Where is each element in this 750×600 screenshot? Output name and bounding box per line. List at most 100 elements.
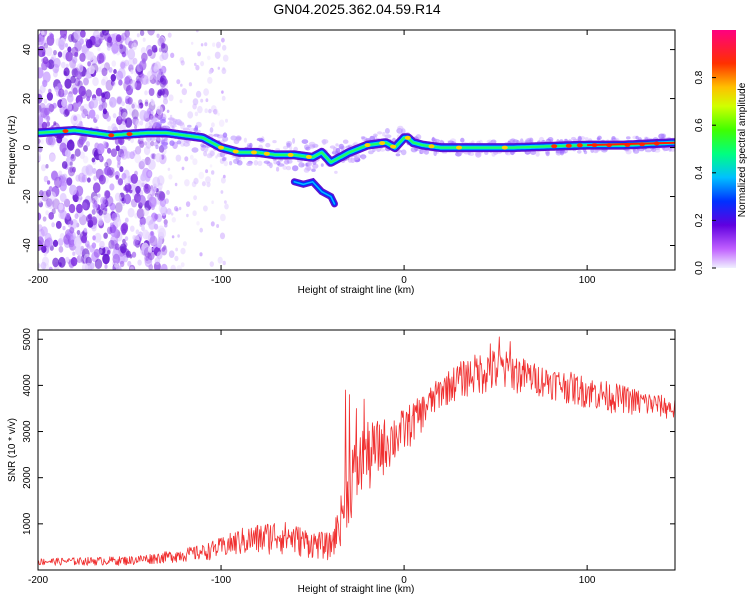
- ridge-hotspot: [428, 144, 435, 149]
- noise-speck: [118, 79, 123, 86]
- ridge-halo: [222, 136, 229, 142]
- spectrogram-ridge: [38, 125, 675, 208]
- noise-speck: [93, 42, 97, 47]
- noise-speck: [141, 74, 149, 85]
- noise-speck: [148, 88, 155, 96]
- ridge-halo: [382, 131, 386, 137]
- noise-speck: [134, 80, 142, 91]
- noise-speck: [130, 69, 134, 75]
- ridge-halo: [292, 137, 296, 144]
- ridge-halo: [420, 149, 426, 154]
- ridge-halo: [360, 136, 366, 140]
- noise-speck: [38, 212, 42, 221]
- ridge-halo: [164, 136, 168, 141]
- noise-speck: [95, 87, 103, 97]
- noise-speck: [59, 142, 67, 153]
- colorbar-tick-label: 0.0: [694, 261, 705, 275]
- noise-speck: [82, 202, 88, 210]
- noise-speck: [61, 161, 68, 169]
- noise-speck: [181, 166, 185, 171]
- ridge-halo: [350, 157, 356, 163]
- ridge-halo: [284, 159, 290, 165]
- ridge-halo: [512, 139, 519, 145]
- noise-speck: [103, 232, 108, 239]
- noise-speck: [127, 48, 136, 60]
- noise-speck: [111, 60, 117, 67]
- y-tick-label: 2000: [22, 466, 33, 489]
- ridge-halo: [342, 139, 349, 144]
- ridge-halo: [308, 141, 316, 147]
- noise-speck: [198, 171, 205, 180]
- noise-speck: [225, 118, 228, 123]
- ridge-halo: [653, 148, 661, 153]
- noise-speck: [162, 52, 166, 56]
- noise-speck: [82, 155, 89, 164]
- ridge-hotspot: [218, 145, 224, 150]
- noise-speck: [171, 235, 175, 239]
- noise-speck: [157, 182, 163, 191]
- noise-speck: [121, 51, 126, 58]
- noise-speck: [78, 101, 82, 106]
- noise-speck: [123, 193, 132, 205]
- ridge-halo: [334, 170, 338, 174]
- noise-speck: [187, 111, 194, 119]
- noise-speck: [53, 70, 58, 78]
- noise-speck: [80, 105, 85, 112]
- noise-speck: [141, 224, 145, 229]
- colorbar-ticks: 0.0 0.2 0.4 0.6 0.8: [694, 70, 716, 275]
- noise-speck: [124, 59, 129, 67]
- ridge-halo: [285, 165, 292, 171]
- ridge-halo: [434, 138, 440, 143]
- noise-speck: [217, 112, 220, 116]
- noise-speck: [101, 30, 110, 36]
- ridge-hotspot: [251, 150, 257, 155]
- noise-speck: [52, 257, 59, 268]
- noise-speck: [170, 212, 174, 216]
- noise-speck: [148, 219, 156, 230]
- ridge-hotspot: [364, 143, 371, 148]
- noise-speck: [125, 151, 131, 159]
- noise-speck: [105, 79, 114, 91]
- noise-speck: [70, 75, 76, 84]
- noise-speck: [75, 245, 83, 256]
- ridge-halo: [222, 132, 228, 138]
- ridge-hotspot: [565, 143, 572, 148]
- y-tick-label: 1000: [22, 512, 33, 535]
- noise-speck: [59, 192, 67, 203]
- noise-speck: [45, 46, 53, 57]
- ridge-halo: [361, 136, 368, 141]
- ridge-halo: [329, 145, 336, 149]
- ridge-halo: [368, 150, 374, 155]
- noise-speck: [150, 140, 155, 147]
- noise-speck: [43, 175, 49, 183]
- noise-speck: [98, 155, 102, 160]
- noise-speck: [38, 224, 43, 232]
- noise-speck: [143, 183, 151, 194]
- noise-speck: [79, 52, 86, 62]
- ridge-halo: [177, 121, 185, 126]
- noise-speck: [63, 234, 71, 245]
- noise-speck: [152, 186, 158, 193]
- noise-speck: [101, 96, 106, 103]
- noise-speck: [48, 266, 53, 270]
- noise-speck: [121, 101, 125, 107]
- noise-speck: [92, 168, 97, 174]
- noise-speck: [174, 182, 178, 187]
- noise-speck: [110, 74, 117, 82]
- noise-speck: [166, 190, 170, 195]
- noise-speck: [98, 174, 106, 185]
- noise-speck: [120, 108, 128, 118]
- noise-speck: [159, 54, 165, 62]
- noise-speck: [167, 32, 172, 38]
- noise-speck: [96, 53, 105, 64]
- ridge-halo: [233, 158, 240, 164]
- colorbar-gradient: [712, 30, 736, 268]
- noise-speck: [58, 88, 65, 98]
- noise-speck: [109, 183, 115, 191]
- noise-speck: [45, 210, 49, 216]
- noise-speck: [149, 235, 158, 247]
- noise-speck: [150, 98, 154, 103]
- noise-speck: [46, 198, 53, 207]
- noise-speck: [164, 198, 169, 205]
